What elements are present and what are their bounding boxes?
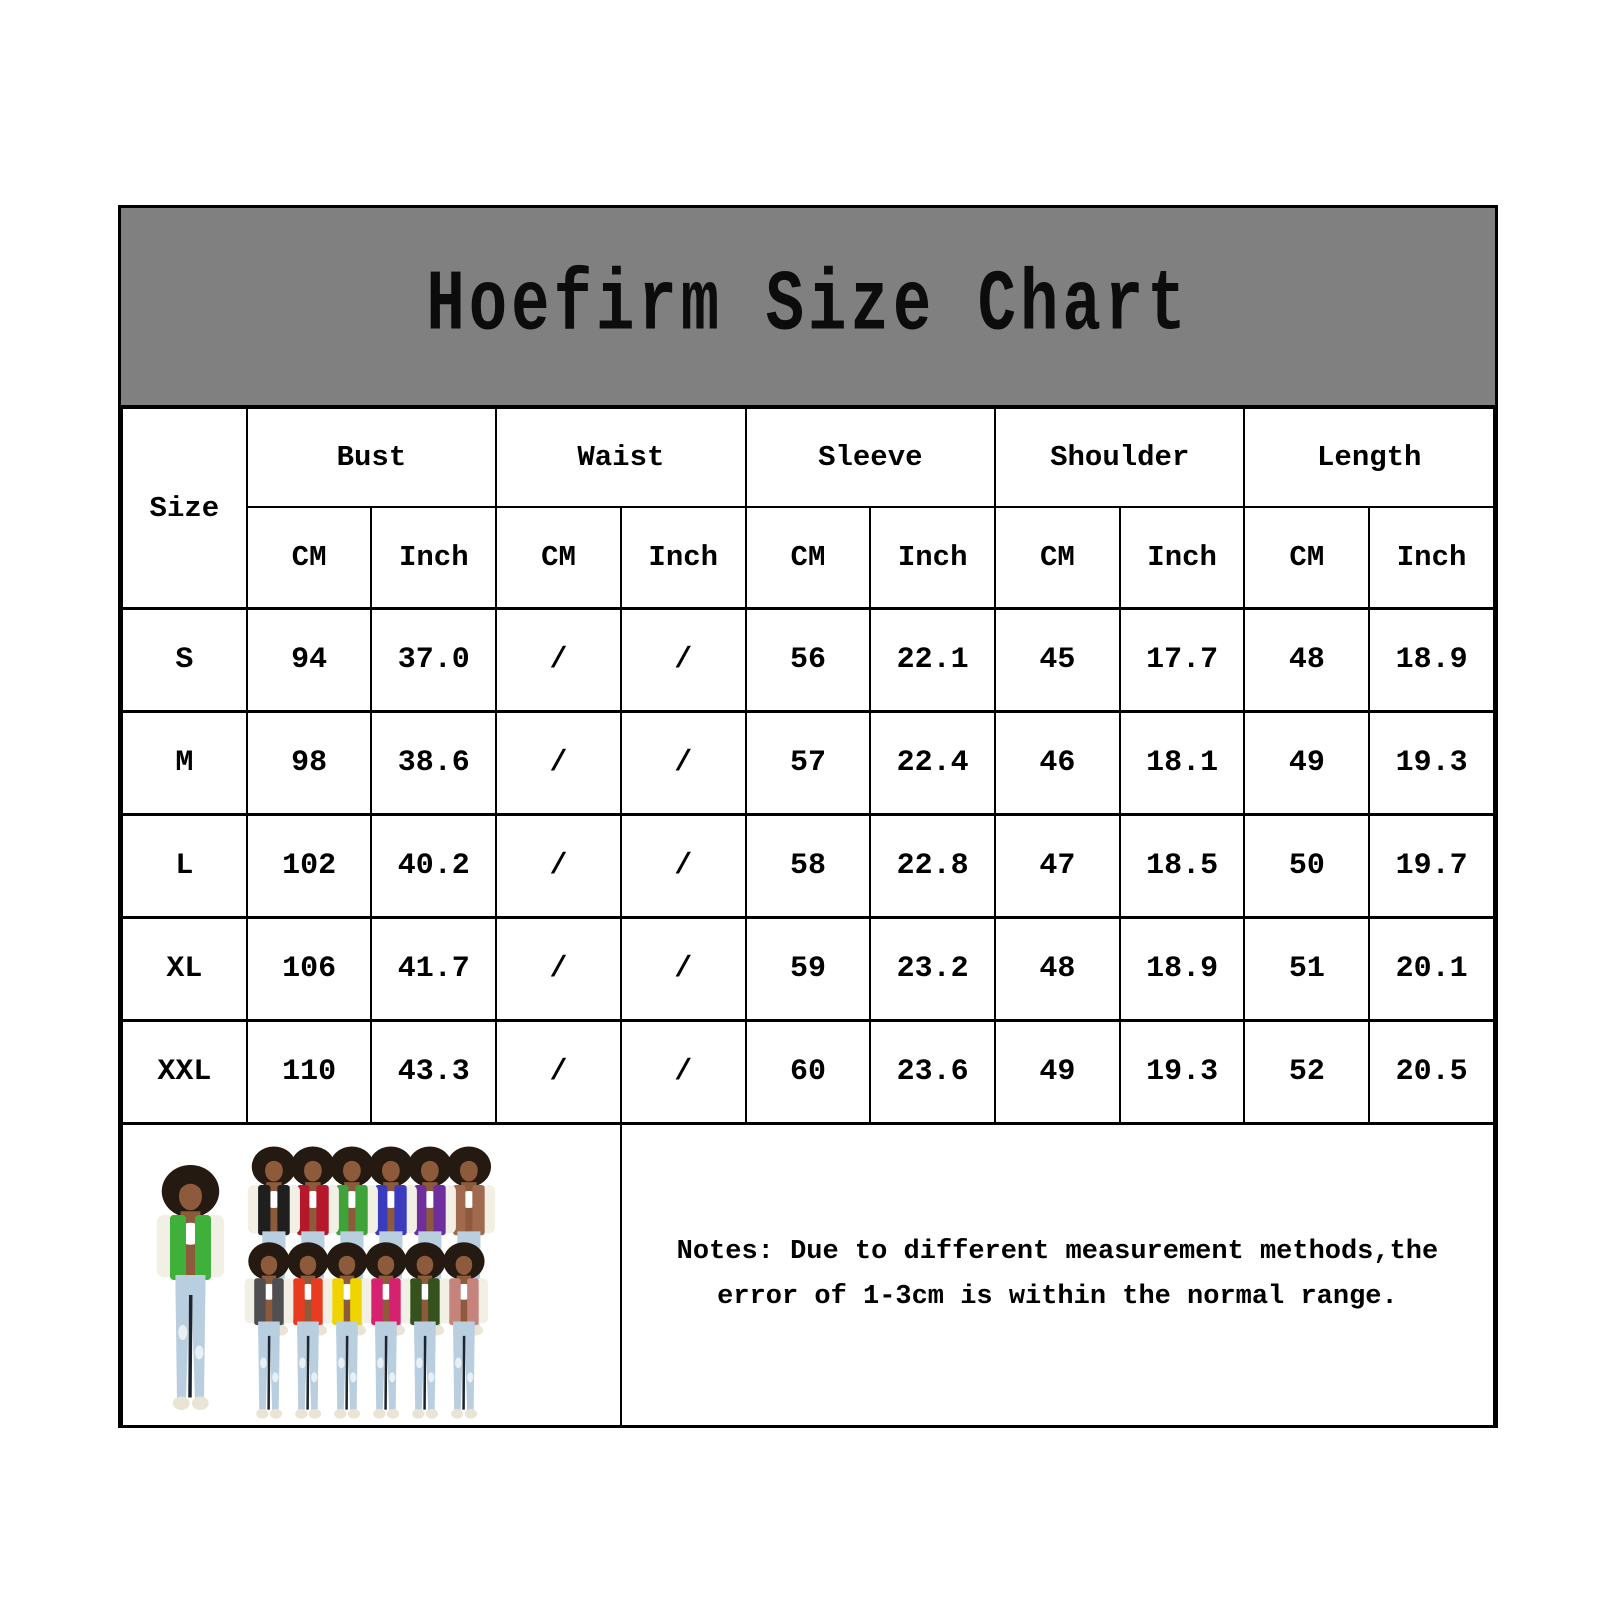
row-size-label: XL (121, 916, 248, 1022)
table-cell: / (619, 607, 747, 713)
table-cell: / (495, 916, 622, 1022)
notes-text: Notes: Due to different measurement meth… (676, 1237, 1439, 1312)
unit-header-inch: Inch (370, 506, 498, 610)
row-size-label: S (121, 607, 248, 713)
table-cell: 59 (744, 916, 872, 1022)
table-cell: 106 (245, 916, 373, 1022)
table-cell: 48 (1243, 607, 1371, 713)
unit-header-inch: Inch (1368, 506, 1495, 610)
size-column-header: Size (121, 407, 248, 610)
table-row-xxl: XXL 110 43.3 / / 60 23.6 49 19.3 52 20.5 (121, 1019, 1495, 1125)
row-size-label: M (121, 710, 248, 816)
table-cell: / (619, 1019, 747, 1125)
unit-header-row: CM Inch CM Inch CM Inch CM Inch CM Inch (122, 506, 1495, 610)
table-cell: 20.5 (1368, 1019, 1495, 1125)
table-cell: 48 (994, 916, 1121, 1022)
unit-header-cm: CM (245, 506, 373, 610)
unit-header-inch: Inch (619, 506, 747, 610)
table-cell: 18.5 (1118, 813, 1246, 919)
table-cell: 57 (744, 710, 872, 816)
table-cell: 60 (744, 1019, 872, 1125)
unit-header-inch: Inch (1118, 506, 1246, 610)
chart-title: Hoefirm Size Chart (426, 257, 1190, 356)
table-cell: 46 (994, 710, 1121, 816)
table-cell: 20.1 (1368, 916, 1495, 1022)
table-cell: 47 (994, 813, 1121, 919)
column-group-bust: Bust (245, 407, 498, 508)
product-models-image (156, 1146, 495, 1419)
row-size-label: L (121, 813, 248, 919)
product-collage-cell (121, 1122, 622, 1427)
table-cell: 43.3 (370, 1019, 498, 1125)
table-cell: 23.2 (869, 916, 997, 1022)
footer-row: Notes: Due to different measurement meth… (121, 1122, 1496, 1427)
table-cell: 19.3 (1368, 710, 1495, 816)
table-cell: 23.6 (869, 1019, 997, 1125)
measure-header-row: Size Bust Waist Sleeve Shoulder Length (121, 407, 1495, 610)
table-cell: / (495, 607, 622, 713)
table-row-l: L 102 40.2 / / 58 22.8 47 18.5 50 19.7 (121, 813, 1495, 919)
title-band: Hoefirm Size Chart (121, 208, 1495, 407)
unit-header-cm: CM (1243, 506, 1371, 610)
column-group-shoulder: Shoulder (994, 407, 1246, 508)
table-cell: 22.1 (869, 607, 997, 713)
table-cell: 45 (994, 607, 1121, 713)
table-cell: / (619, 710, 747, 816)
unit-header-cm: CM (994, 506, 1121, 610)
column-group-waist: Waist (495, 407, 747, 508)
table-cell: 58 (744, 813, 872, 919)
table-cell: / (495, 710, 622, 816)
table-cell: 18.1 (1118, 710, 1246, 816)
table-cell: 110 (245, 1019, 373, 1125)
table-row-xl: XL 106 41.7 / / 59 23.2 48 18.9 51 20.1 (121, 916, 1495, 1022)
table-cell: 18.9 (1118, 916, 1246, 1022)
column-group-sleeve: Sleeve (744, 407, 997, 508)
table-cell: 22.8 (869, 813, 997, 919)
table-cell: / (495, 813, 622, 919)
table-row-m: M 98 38.6 / / 57 22.4 46 18.1 49 19.3 (121, 710, 1495, 816)
table-cell: 52 (1243, 1019, 1371, 1125)
table-cell: 22.4 (869, 710, 997, 816)
table-cell: 19.3 (1118, 1019, 1246, 1125)
table-cell: 41.7 (370, 916, 498, 1022)
table-cell: / (495, 1019, 622, 1125)
column-group-length: Length (1243, 407, 1495, 508)
notes-cell: Notes: Due to different measurement meth… (619, 1122, 1496, 1427)
table-cell: 19.7 (1368, 813, 1495, 919)
size-table: Size Bust Waist Sleeve Shoulder Length C… (121, 407, 1496, 1427)
table-cell: 17.7 (1118, 607, 1246, 713)
table-cell: 51 (1243, 916, 1371, 1022)
unit-header-cm: CM (495, 506, 622, 610)
unit-header-inch: Inch (869, 506, 997, 610)
size-chart-sheet: Hoefirm Size Chart Size Bust Waist Sleev… (118, 205, 1498, 1428)
table-cell: 56 (744, 607, 872, 713)
table-cell: 38.6 (370, 710, 498, 816)
table-row-s: S 94 37.0 / / 56 22.1 45 17.7 48 18.9 (121, 607, 1495, 713)
table-cell: / (619, 813, 747, 919)
unit-header-cm: CM (744, 506, 872, 610)
table-cell: 102 (245, 813, 373, 919)
table-cell: 37.0 (370, 607, 498, 713)
table-cell: 50 (1243, 813, 1371, 919)
row-size-label: XXL (121, 1019, 248, 1125)
table-cell: 94 (245, 607, 373, 713)
table-cell: / (619, 916, 747, 1022)
table-cell: 40.2 (370, 813, 498, 919)
table-cell: 98 (245, 710, 373, 816)
table-cell: 49 (1243, 710, 1371, 816)
table-cell: 18.9 (1368, 607, 1495, 713)
table-cell: 49 (994, 1019, 1121, 1125)
